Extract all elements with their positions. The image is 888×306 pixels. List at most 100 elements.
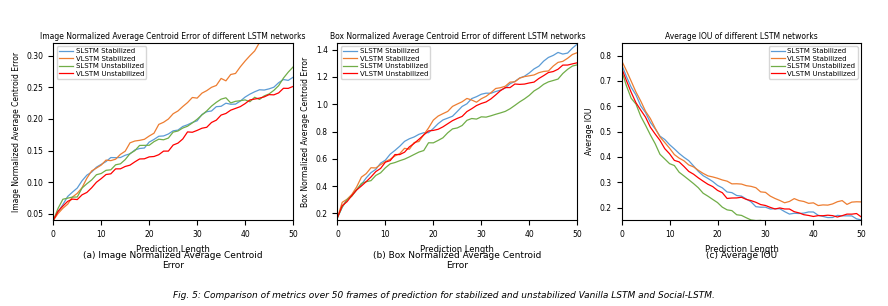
Line: VLSTM Stabilized: VLSTM Stabilized <box>622 61 861 206</box>
SLSTM Stabilized <box>48 218 59 222</box>
Line: VLSTM Stabilized: VLSTM Stabilized <box>53 28 293 220</box>
SLSTM Unstabilized <box>283 70 294 74</box>
Y-axis label: Box Normalized Average Centroid Error: Box Normalized Average Centroid Error <box>301 56 310 207</box>
SLSTM Unstabilized <box>693 186 703 190</box>
SLSTM Unstabilized <box>120 158 131 162</box>
SLSTM Stabilized <box>693 170 703 173</box>
SLSTM Unstabilized <box>784 234 795 237</box>
VLSTM Unstabilized <box>490 93 501 97</box>
SLSTM Unstabilized <box>332 216 343 219</box>
VLSTM Unstabilized <box>669 159 679 162</box>
SLSTM Stabilized <box>100 160 111 163</box>
SLSTM Stabilized <box>408 135 419 139</box>
VLSTM Stabilized <box>567 53 578 56</box>
Title: Average IOU of different LSTM networks: Average IOU of different LSTM networks <box>665 32 818 41</box>
SLSTM Stabilized <box>124 152 135 156</box>
SLSTM Unstabilized <box>669 164 679 167</box>
VLSTM Unstabilized <box>789 210 799 214</box>
VLSTM Unstabilized <box>385 159 395 162</box>
VLSTM Stabilized <box>504 80 515 84</box>
SLSTM Stabilized <box>572 42 583 46</box>
SLSTM Stabilized <box>206 109 217 113</box>
VLSTM Unstabilized <box>220 112 231 115</box>
Line: SLSTM Stabilized: SLSTM Stabilized <box>337 44 577 218</box>
VLSTM Stabilized <box>774 199 785 202</box>
X-axis label: Prediction Length: Prediction Length <box>420 244 495 254</box>
Line: SLSTM Stabilized: SLSTM Stabilized <box>622 64 861 220</box>
VLSTM Stabilized <box>789 197 799 200</box>
Line: VLSTM Unstabilized: VLSTM Unstabilized <box>337 63 577 218</box>
VLSTM Unstabilized <box>404 145 415 149</box>
VLSTM Unstabilized <box>120 165 131 168</box>
VLSTM Stabilized <box>616 59 627 62</box>
Line: SLSTM Unstabilized: SLSTM Unstabilized <box>622 71 861 236</box>
VLSTM Stabilized <box>385 157 395 161</box>
VLSTM Unstabilized <box>852 212 862 215</box>
VLSTM Stabilized <box>408 141 419 144</box>
SLSTM Unstabilized <box>288 65 298 69</box>
VLSTM Unstabilized <box>332 216 343 219</box>
SLSTM Stabilized <box>852 217 862 221</box>
Y-axis label: Average IOU: Average IOU <box>585 108 594 155</box>
Line: SLSTM Unstabilized: SLSTM Unstabilized <box>337 65 577 218</box>
SLSTM Unstabilized <box>220 96 231 100</box>
VLSTM Stabilized <box>669 153 679 156</box>
VLSTM Stabilized <box>688 165 699 169</box>
Text: (b) Box Normalized Average Centroid
Error: (b) Box Normalized Average Centroid Erro… <box>373 251 542 270</box>
VLSTM Unstabilized <box>100 173 111 176</box>
SLSTM Stabilized <box>490 90 501 93</box>
SLSTM Stabilized <box>567 46 578 50</box>
SLSTM Unstabilized <box>852 231 862 235</box>
Line: VLSTM Unstabilized: VLSTM Unstabilized <box>622 68 861 217</box>
SLSTM Stabilized <box>669 147 679 151</box>
VLSTM Stabilized <box>220 79 231 83</box>
SLSTM Unstabilized <box>856 232 867 236</box>
VLSTM Unstabilized <box>832 215 843 219</box>
Line: VLSTM Stabilized: VLSTM Stabilized <box>337 53 577 218</box>
VLSTM Unstabilized <box>616 66 627 70</box>
SLSTM Stabilized <box>774 207 785 211</box>
Text: (a) Image Normalized Average Centroid
Error: (a) Image Normalized Average Centroid Er… <box>83 251 263 270</box>
SLSTM Unstabilized <box>404 155 415 159</box>
VLSTM Unstabilized <box>283 87 294 90</box>
VLSTM Unstabilized <box>124 163 135 167</box>
SLSTM Unstabilized <box>408 153 419 156</box>
SLSTM Unstabilized <box>504 107 515 110</box>
Y-axis label: Image Normalized Average Centroid Error: Image Normalized Average Centroid Error <box>12 51 21 212</box>
SLSTM Unstabilized <box>206 104 217 108</box>
SLSTM Stabilized <box>220 101 231 105</box>
VLSTM Stabilized <box>856 200 867 204</box>
VLSTM Unstabilized <box>48 218 59 222</box>
Line: VLSTM Unstabilized: VLSTM Unstabilized <box>53 86 293 220</box>
VLSTM Stabilized <box>852 200 862 203</box>
Line: SLSTM Stabilized: SLSTM Stabilized <box>53 77 293 220</box>
Line: SLSTM Unstabilized: SLSTM Unstabilized <box>53 67 293 220</box>
SLSTM Stabilized <box>283 79 294 82</box>
SLSTM Unstabilized <box>567 64 578 68</box>
Legend: SLSTM Stabilized, VLSTM Stabilized, SLSTM Unstabilized, VLSTM Unstabilized: SLSTM Stabilized, VLSTM Stabilized, SLST… <box>341 46 430 79</box>
VLSTM Stabilized <box>813 204 823 207</box>
VLSTM Stabilized <box>332 216 343 219</box>
SLSTM Unstabilized <box>794 229 805 232</box>
SLSTM Stabilized <box>404 137 415 140</box>
SLSTM Unstabilized <box>490 112 501 116</box>
Title: Box Normalized Average Centroid Error of different LSTM networks: Box Normalized Average Centroid Error of… <box>329 32 585 41</box>
SLSTM Stabilized <box>616 62 627 66</box>
SLSTM Unstabilized <box>385 162 395 166</box>
VLSTM Unstabilized <box>504 86 515 89</box>
VLSTM Unstabilized <box>688 172 699 176</box>
SLSTM Unstabilized <box>124 152 135 155</box>
X-axis label: Prediction Length: Prediction Length <box>136 244 210 254</box>
VLSTM Stabilized <box>404 147 415 151</box>
SLSTM Stabilized <box>789 211 799 215</box>
SLSTM Stabilized <box>288 76 298 79</box>
VLSTM Stabilized <box>490 87 501 90</box>
SLSTM Unstabilized <box>572 63 583 67</box>
VLSTM Stabilized <box>100 158 111 162</box>
VLSTM Unstabilized <box>408 142 419 145</box>
SLSTM Stabilized <box>504 82 515 86</box>
Title: Image Normalized Average Centroid Error of different LSTM networks: Image Normalized Average Centroid Error … <box>41 32 305 41</box>
SLSTM Stabilized <box>385 152 395 156</box>
VLSTM Unstabilized <box>693 176 703 180</box>
Text: (c) Average IOU: (c) Average IOU <box>706 251 777 260</box>
